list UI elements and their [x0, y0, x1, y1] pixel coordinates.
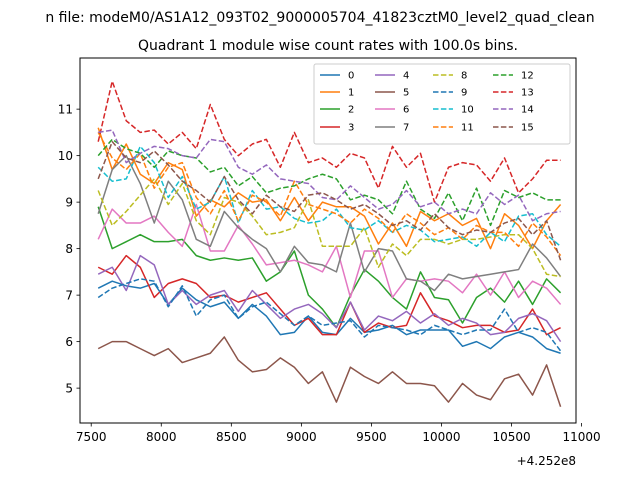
legend-box — [313, 63, 571, 145]
legend-label-1: 1 — [348, 88, 354, 99]
legend-label-3: 3 — [348, 123, 354, 134]
y-axis: 5 6 7 8 9 10 11 — [58, 102, 80, 395]
x-tick-label: 10500 — [492, 430, 530, 444]
x-tick-label: 9000 — [286, 430, 317, 444]
y-tick-label: 7 — [65, 288, 73, 302]
series-line-14 — [98, 129, 561, 222]
legend-label-2: 2 — [348, 105, 354, 116]
series-line-1 — [97, 127, 562, 250]
series-line-4 — [97, 254, 562, 343]
legend-label-10: 10 — [461, 105, 474, 116]
x-offset-label: +4.252e8 — [517, 454, 576, 468]
y-tick-label: 10 — [58, 149, 73, 163]
figure-suptitle: n file: modeM0/AS1A12_093T02_9000005704_… — [45, 10, 594, 26]
series-line-13 — [97, 80, 561, 203]
legend-label-9: 9 — [461, 88, 467, 99]
series-line-9 — [97, 278, 562, 352]
series-line-0 — [97, 280, 561, 354]
series-line-3 — [97, 254, 561, 336]
series-line-11 — [97, 132, 562, 257]
x-tick-label: 9500 — [356, 430, 387, 444]
series-line-2 — [97, 206, 562, 329]
x-tick-label: 11000 — [563, 430, 601, 444]
chart-title: Quadrant 1 module wise count rates with … — [138, 38, 518, 54]
y-tick-label: 6 — [65, 335, 73, 349]
series-line-15 — [97, 140, 562, 261]
legend-label-0: 0 — [348, 71, 354, 82]
legend-label-5: 5 — [403, 88, 409, 99]
legend-label-11: 11 — [461, 123, 474, 134]
x-tick-label: 8000 — [146, 430, 177, 444]
series-line-12 — [97, 138, 561, 227]
y-tick-label: 5 — [65, 381, 73, 395]
legend-label-6: 6 — [403, 105, 409, 116]
x-tick-label: 10000 — [422, 430, 460, 444]
series-line-6 — [97, 203, 562, 305]
legend-label-15: 15 — [521, 123, 534, 134]
y-tick-label: 9 — [65, 195, 73, 209]
series-line-10 — [97, 145, 562, 248]
x-tick-label: 7500 — [76, 430, 107, 444]
series-line-8 — [97, 178, 561, 278]
series-line-7 — [97, 154, 562, 292]
legend-label-7: 7 — [403, 123, 409, 134]
legend-label-4: 4 — [403, 71, 409, 82]
y-tick-label: 8 — [65, 242, 73, 256]
y-tick-label: 11 — [58, 102, 73, 116]
plot-frame — [79, 57, 577, 424]
x-axis: 7500 8000 8500 9000 9500 10000 10500 11000 — [76, 423, 601, 444]
legend-label-12: 12 — [521, 71, 534, 82]
legend-label-14: 14 — [521, 105, 534, 116]
series-line-5 — [97, 336, 562, 407]
legend-label-13: 13 — [521, 88, 534, 99]
x-tick-label: 8500 — [216, 430, 247, 444]
series-layer — [97, 80, 562, 407]
legend-label-8: 8 — [461, 71, 467, 82]
